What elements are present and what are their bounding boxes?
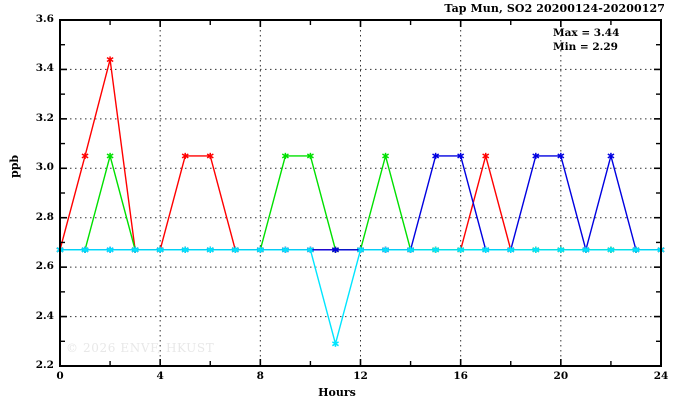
max-annotation: Max = 3.44 xyxy=(553,27,620,39)
data-point-marker xyxy=(106,246,114,253)
data-point-marker xyxy=(532,246,540,253)
data-point-marker xyxy=(206,246,214,253)
data-point-marker xyxy=(231,246,239,253)
x-axis-label: Hours xyxy=(318,386,356,399)
series-20200127 xyxy=(56,246,665,347)
data-point-marker xyxy=(206,152,214,160)
y-tick-label: 3.2 xyxy=(35,111,54,124)
y-tick-label: 2.4 xyxy=(35,309,54,322)
y-tick-label: 3.4 xyxy=(35,62,54,75)
data-point-marker xyxy=(181,246,189,253)
data-point-marker xyxy=(457,246,465,253)
gridlines xyxy=(60,20,661,366)
data-point-marker xyxy=(131,246,139,253)
data-point-marker xyxy=(357,246,364,253)
chart-title: Tap Mun, SO2 20200124-20200127 xyxy=(444,2,665,15)
data-point-marker xyxy=(281,246,289,253)
data-point-marker xyxy=(532,152,540,160)
data-point-marker xyxy=(306,246,314,253)
x-tick-label: 8 xyxy=(256,370,264,382)
data-point-marker xyxy=(181,152,189,160)
axis-frame xyxy=(59,19,662,367)
data-point-marker xyxy=(407,246,415,253)
y-tick-label: 2.6 xyxy=(35,260,54,273)
data-point-marker xyxy=(106,56,114,63)
x-tick-label: 16 xyxy=(453,370,468,382)
min-annotation: Min = 2.29 xyxy=(553,41,618,53)
data-point-marker xyxy=(432,152,440,160)
data-point-marker xyxy=(382,152,390,160)
minmax-annotation: Max = 3.44 Min = 2.29 xyxy=(553,26,619,54)
data-point-marker xyxy=(507,246,515,253)
data-point-marker xyxy=(557,152,565,160)
data-point-marker xyxy=(306,152,314,160)
data-point-marker xyxy=(482,152,490,160)
data-point-marker xyxy=(557,246,565,253)
data-point-marker xyxy=(256,246,264,253)
data-point-marker xyxy=(156,246,164,253)
y-tick-label: 2.8 xyxy=(35,210,54,223)
data-point-marker xyxy=(331,246,339,253)
data-point-marker xyxy=(582,246,590,253)
y-tick-label: 3.6 xyxy=(35,13,54,25)
data-point-marker xyxy=(607,152,615,160)
data-point-marker xyxy=(81,152,89,160)
x-tick-label: 12 xyxy=(353,370,368,382)
x-tick-label: 20 xyxy=(553,370,569,382)
x-tick-label: 4 xyxy=(156,370,164,382)
data-point-marker xyxy=(382,246,390,253)
y-tick-label: 2.2 xyxy=(35,359,54,371)
data-point-marker xyxy=(482,246,490,253)
data-point-marker xyxy=(281,152,289,160)
data-point-marker xyxy=(457,152,465,160)
x-tick-label: 24 xyxy=(653,370,669,382)
data-point-marker xyxy=(607,246,615,253)
data-point-marker xyxy=(632,246,640,253)
y-tick-label: 3.0 xyxy=(35,161,54,174)
data-point-marker xyxy=(432,246,440,253)
data-point-marker xyxy=(106,152,114,160)
data-point-marker xyxy=(81,246,89,253)
data-point-marker xyxy=(331,340,339,347)
x-tick-label: 0 xyxy=(56,370,64,382)
